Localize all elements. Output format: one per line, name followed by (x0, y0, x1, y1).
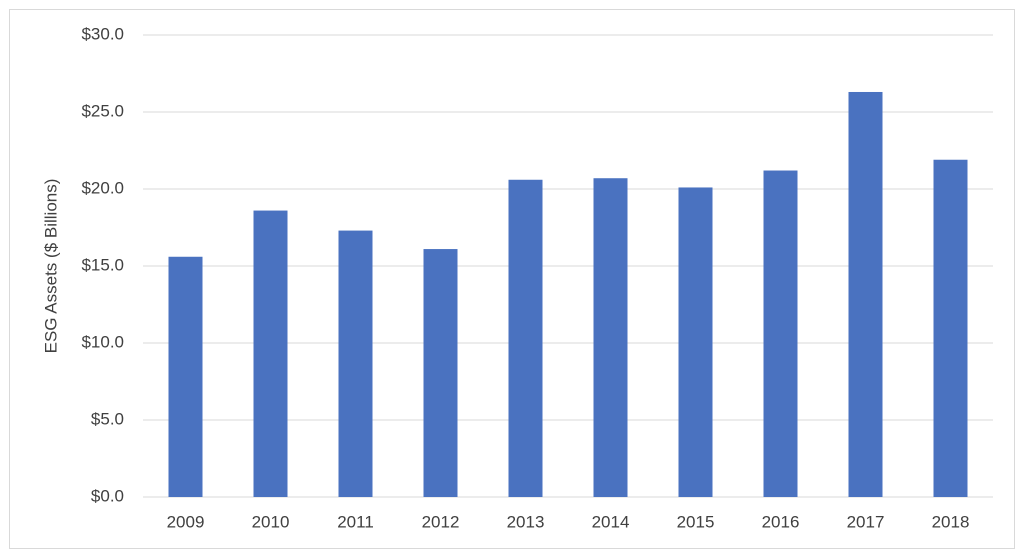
x-tick-label: 2016 (762, 512, 800, 531)
bar (508, 179, 543, 497)
bar (253, 210, 288, 497)
y-tick-label: $25.0 (81, 101, 124, 120)
bar (338, 230, 373, 497)
x-tick-label: 2015 (677, 512, 715, 531)
x-tick-label: 2017 (847, 512, 885, 531)
bar (848, 91, 883, 497)
bar (168, 256, 203, 497)
bar (423, 249, 458, 497)
y-tick-label: $20.0 (81, 178, 124, 197)
bar (763, 170, 798, 497)
y-tick-label: $15.0 (81, 255, 124, 274)
x-tick-label: 2010 (252, 512, 290, 531)
x-tick-label: 2009 (167, 512, 205, 531)
y-tick-label: $5.0 (91, 409, 124, 428)
y-axis-label: ESG Assets ($ Billions) (41, 179, 60, 354)
x-tick-label: 2012 (422, 512, 460, 531)
bar (678, 187, 713, 497)
x-tick-label: 2014 (592, 512, 630, 531)
bar (593, 178, 628, 497)
y-tick-label: $0.0 (91, 486, 124, 505)
y-tick-label: $30.0 (81, 24, 124, 43)
y-tick-label: $10.0 (81, 332, 124, 351)
bar (933, 159, 968, 498)
x-tick-label: 2018 (932, 512, 970, 531)
x-tick-label: 2013 (507, 512, 545, 531)
x-tick-label: 2011 (337, 512, 374, 531)
